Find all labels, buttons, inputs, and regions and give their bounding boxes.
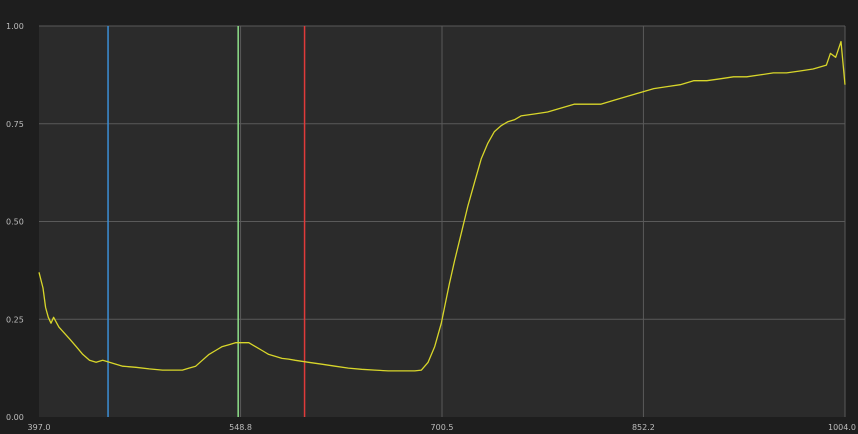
y-tick-label: 1.00 — [6, 22, 24, 31]
x-tick-label: 1004.0 — [828, 423, 856, 432]
y-tick-label: 0.50 — [6, 218, 24, 227]
x-tick-label: 397.0 — [28, 423, 51, 432]
y-tick-label: 0.75 — [6, 120, 24, 129]
axes: 0.00 0.25 0.50 0.75 1.00 397.0 548.8 700.5 852.2… — [6, 22, 856, 432]
y-tick-label: 0.00 — [6, 413, 24, 422]
series-line — [38, 40, 846, 372]
x-tick-label: 700.5 — [431, 423, 454, 432]
x-tick-label: 852.2 — [632, 423, 655, 432]
x-tick-label: 548.8 — [229, 423, 252, 432]
grid — [39, 25, 846, 417]
series-layer — [38, 40, 846, 372]
wavelength-markers — [107, 26, 306, 417]
y-tick-label: 0.25 — [6, 315, 24, 324]
